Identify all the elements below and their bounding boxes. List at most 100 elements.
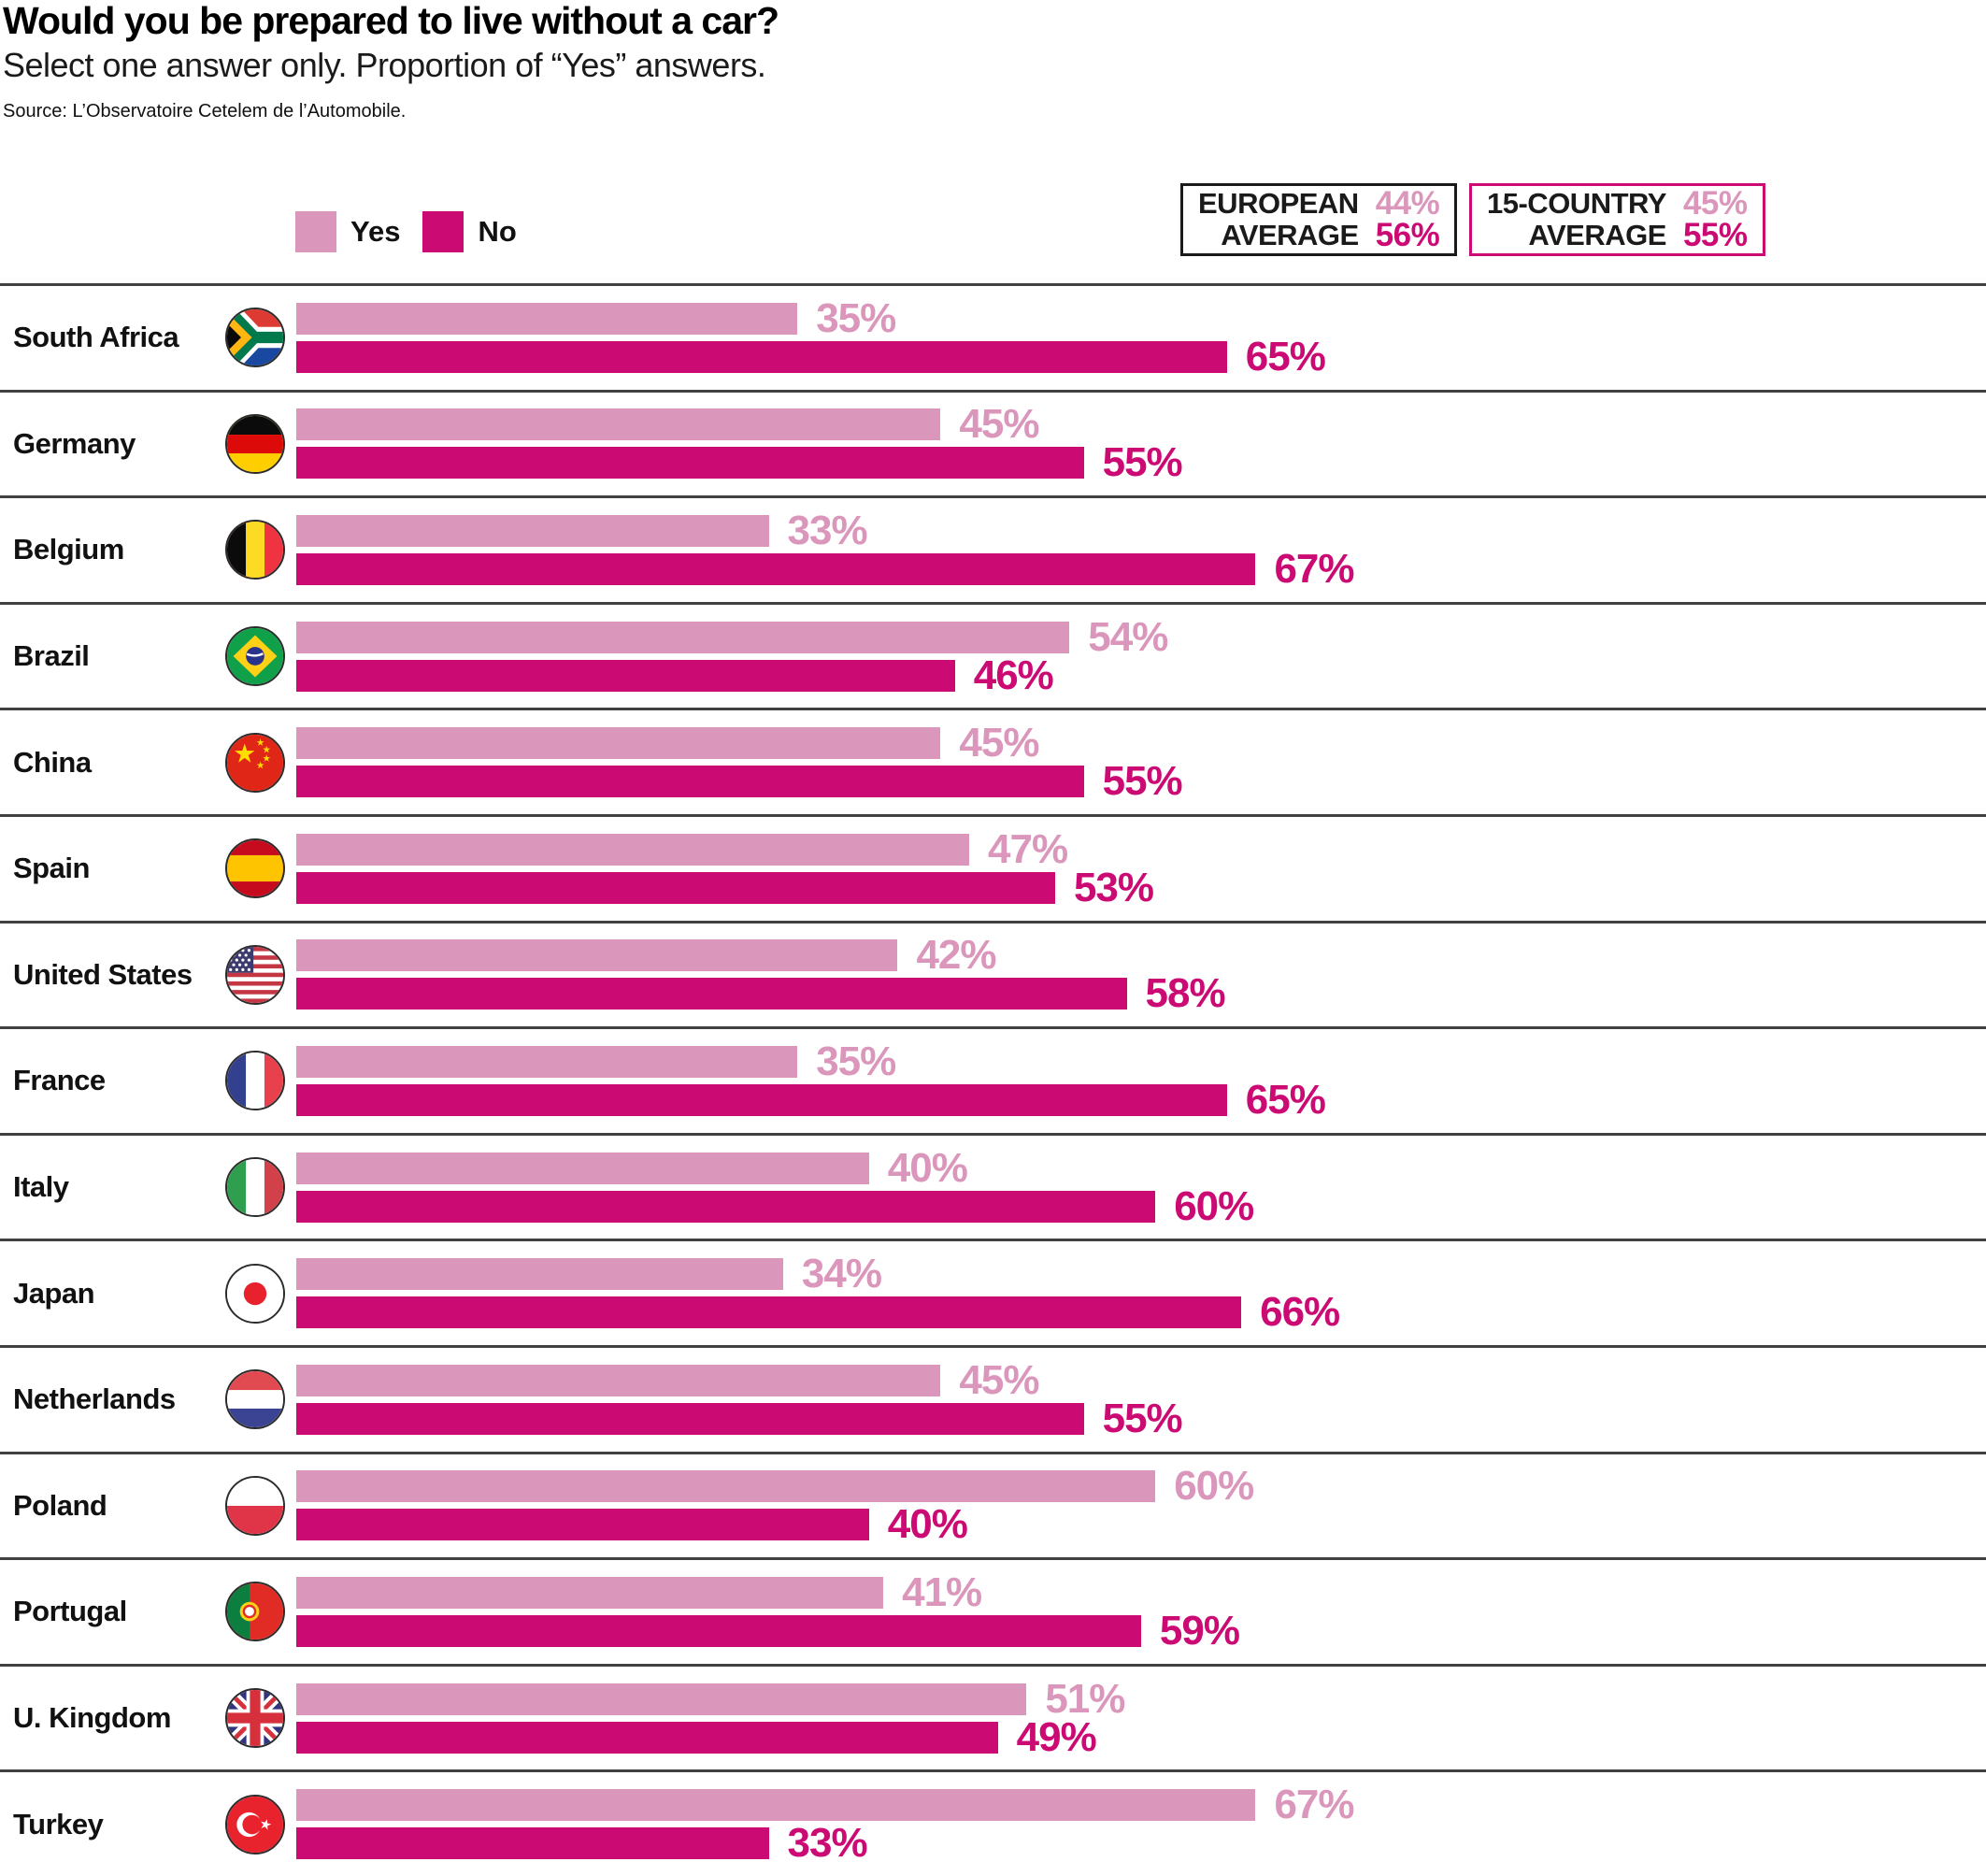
country-row: Portugal 41% 59%: [0, 1557, 1986, 1664]
header: Would you be prepared to live without a …: [3, 0, 779, 122]
source-note: Source: L’Observatoire Cetelem de l’Auto…: [3, 101, 407, 122]
country-label: Italy: [13, 1170, 69, 1204]
yes-bar-line: 42%: [296, 935, 1986, 976]
no-swatch-icon: [422, 211, 464, 252]
no-bar-line: 55%: [296, 1397, 1986, 1439]
no-value-label: 67%: [1274, 545, 1354, 592]
yes-bar: [296, 1789, 1256, 1822]
yes-bar-line: 54%: [296, 616, 1986, 657]
no-value-label: 53%: [1073, 864, 1154, 910]
yes-bar: [296, 1364, 941, 1396]
bar-group: 42% 58%: [296, 924, 1986, 1027]
country-label: Portugal: [13, 1595, 127, 1628]
bar-group: 45% 55%: [296, 1348, 1986, 1452]
yes-bar-line: 60%: [296, 1466, 1986, 1507]
no-bar: [296, 1509, 869, 1541]
yes-bar-line: 45%: [296, 723, 1986, 764]
country-row: Turkey 67% 33%: [0, 1769, 1986, 1876]
country-label: France: [13, 1064, 106, 1097]
no-value-label: 55%: [1102, 1395, 1183, 1441]
yes-bar: [296, 1683, 1027, 1715]
bar-group: 45% 55%: [296, 393, 1986, 496]
fifteen-country-average-box: 15-COUNTRY AVERAGE 45% 55%: [1469, 183, 1765, 256]
yes-bar-line: 40%: [296, 1147, 1986, 1188]
no-bar-line: 66%: [296, 1292, 1986, 1333]
no-value-label: 46%: [973, 652, 1054, 698]
yes-bar: [296, 727, 941, 760]
legend-yes-label: Yes: [350, 215, 401, 248]
yes-value-label: 45%: [959, 1356, 1039, 1403]
es-flag-icon: [225, 838, 285, 899]
subtitle: Select one answer only. Proportion of “Y…: [3, 46, 766, 85]
yes-value-label: 60%: [1174, 1463, 1254, 1510]
no-bar: [296, 1402, 1084, 1435]
pl-flag-icon: [225, 1475, 285, 1536]
yes-bar: [296, 939, 898, 972]
page-title: Would you be prepared to live without a …: [3, 0, 779, 42]
yes-bar-line: 33%: [296, 509, 1986, 551]
no-bar: [296, 1083, 1227, 1116]
no-bar: [296, 1190, 1156, 1223]
bar-group: 60% 40%: [296, 1454, 1986, 1558]
country-row: Brazil 54% 46%: [0, 601, 1986, 709]
no-value-label: 66%: [1260, 1289, 1340, 1336]
country-label: Netherlands: [13, 1382, 176, 1416]
fifteen-country-average-no-value: 55%: [1682, 217, 1748, 253]
yes-bar: [296, 1470, 1156, 1503]
yes-bar-line: 34%: [296, 1253, 1986, 1295]
no-bar: [296, 1296, 1242, 1329]
no-bar: [296, 659, 955, 692]
no-bar: [296, 1614, 1141, 1647]
nl-flag-icon: [225, 1369, 285, 1430]
yes-value-label: 35%: [816, 1038, 896, 1084]
no-bar: [296, 1827, 769, 1860]
country-label: Japan: [13, 1276, 95, 1310]
yes-value-label: 40%: [887, 1144, 968, 1191]
bar-group: 45% 55%: [296, 710, 1986, 814]
yes-bar-line: 41%: [296, 1571, 1986, 1612]
no-bar-line: 40%: [296, 1504, 1986, 1545]
yes-value-label: 34%: [801, 1251, 882, 1297]
country-row: Poland 60% 40%: [0, 1451, 1986, 1558]
bar-group: 51% 49%: [296, 1667, 1986, 1770]
country-row: France 35% 65%: [0, 1026, 1986, 1133]
za-flag-icon: [225, 308, 285, 368]
european-average-values: 44% 56%: [1375, 185, 1440, 251]
bar-group: 35% 65%: [296, 286, 1986, 390]
bar-group: 35% 65%: [296, 1029, 1986, 1133]
bar-group: 47% 53%: [296, 817, 1986, 921]
yes-swatch-icon: [295, 211, 336, 252]
european-average-yes-value: 44%: [1375, 185, 1440, 222]
country-row: China 45% 55%: [0, 708, 1986, 814]
yes-bar-line: 35%: [296, 297, 1986, 338]
yes-bar-line: 35%: [296, 1040, 1986, 1081]
yes-bar: [296, 621, 1070, 653]
country-label: Belgium: [13, 533, 124, 566]
no-bar-line: 53%: [296, 866, 1986, 908]
yes-bar: [296, 408, 941, 441]
bar-group: 41% 59%: [296, 1560, 1986, 1664]
country-row: Germany 45% 55%: [0, 389, 1986, 496]
country-label: U. Kingdom: [13, 1701, 171, 1735]
country-label: United States: [13, 957, 193, 991]
yes-value-label: 51%: [1045, 1675, 1125, 1722]
country-row: United States 42% 58%: [0, 920, 1986, 1027]
no-value-label: 59%: [1159, 1607, 1240, 1654]
no-bar-line: 55%: [296, 442, 1986, 483]
yes-bar: [296, 302, 798, 335]
no-value-label: 40%: [887, 1501, 968, 1548]
no-bar-line: 65%: [296, 1079, 1986, 1120]
no-bar-line: 67%: [296, 548, 1986, 589]
gb-flag-icon: [225, 1688, 285, 1749]
no-bar: [296, 1721, 998, 1754]
country-row: U. Kingdom 51% 49%: [0, 1663, 1986, 1770]
yes-value-label: 35%: [816, 294, 896, 341]
no-bar: [296, 871, 1055, 904]
bar-group: 40% 60%: [296, 1136, 1986, 1239]
fifteen-country-average-yes-value: 45%: [1682, 185, 1748, 222]
no-bar-line: 55%: [296, 761, 1986, 802]
tr-flag-icon: [225, 1794, 285, 1855]
bar-group: 67% 33%: [296, 1772, 1986, 1876]
no-bar: [296, 978, 1127, 1010]
no-value-label: 55%: [1102, 439, 1183, 486]
